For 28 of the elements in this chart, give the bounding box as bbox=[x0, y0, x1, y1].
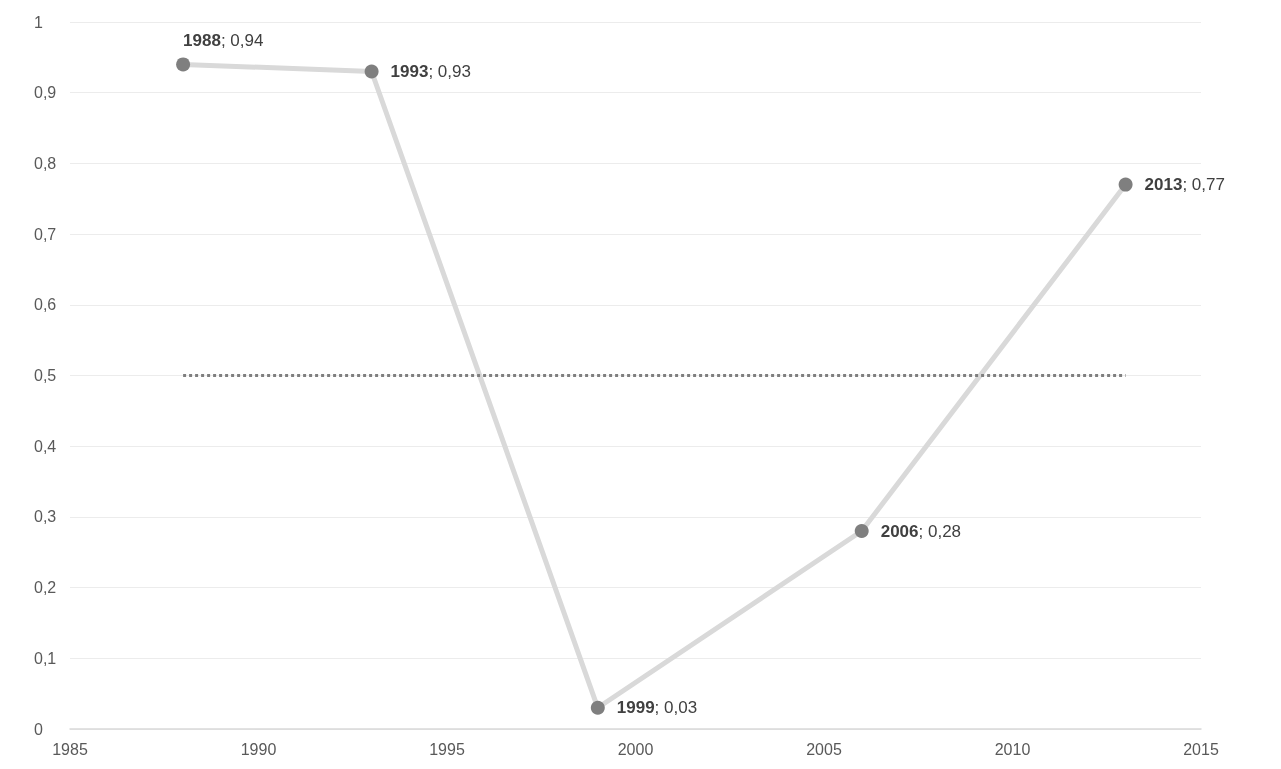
data-label: 1988; 0,94 bbox=[183, 31, 264, 51]
point bbox=[176, 57, 191, 72]
point bbox=[590, 700, 605, 715]
data-label: 1993; 0,93 bbox=[390, 61, 471, 81]
y-tick-label: 0,2 bbox=[34, 579, 57, 597]
x-tick-label: 2015 bbox=[1183, 740, 1219, 758]
point bbox=[1118, 177, 1133, 192]
y-tick-label: 0,6 bbox=[34, 296, 57, 314]
x-tick-label: 2005 bbox=[806, 740, 842, 758]
y-tick-label: 1 bbox=[34, 13, 43, 31]
x-tick-label: 2010 bbox=[994, 740, 1031, 758]
y-tick-label: 0,3 bbox=[34, 508, 57, 526]
x-tick-label: 1985 bbox=[52, 740, 88, 758]
x-tick-label: 1990 bbox=[240, 740, 277, 758]
y-tick-label: 0,5 bbox=[34, 367, 57, 384]
point bbox=[364, 64, 379, 79]
data-label: 2006; 0,28 bbox=[880, 521, 962, 541]
y-tick-label: 0,4 bbox=[34, 437, 57, 455]
y-tick-label: 0,9 bbox=[34, 84, 57, 102]
y-tick-label: 0 bbox=[34, 720, 43, 738]
data-label: 1999; 0,03 bbox=[616, 698, 698, 718]
y-tick-label: 0,1 bbox=[34, 649, 57, 667]
x-tick-label: 2000 bbox=[617, 740, 654, 758]
point bbox=[854, 524, 869, 539]
y-tick-label: 0,7 bbox=[34, 225, 57, 243]
data-label: 2013; 0,77 bbox=[1144, 175, 1225, 195]
y-tick-label: 0,8 bbox=[34, 154, 57, 172]
x-tick-label: 1995 bbox=[429, 740, 465, 758]
